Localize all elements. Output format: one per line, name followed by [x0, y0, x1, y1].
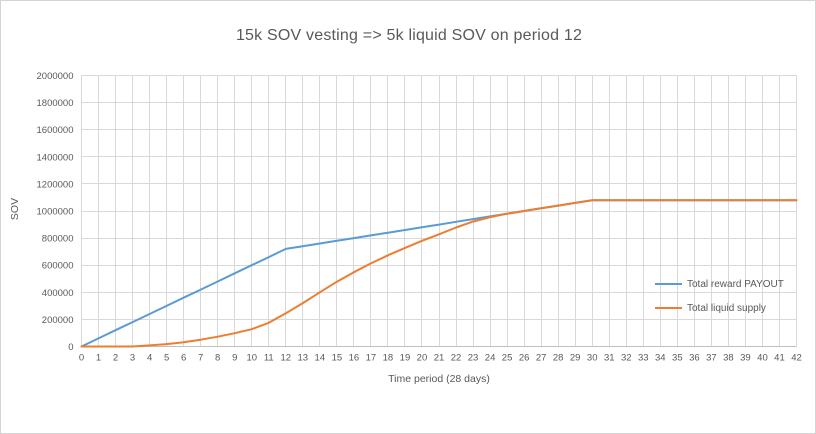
x-axis-title: Time period (28 days): [388, 373, 490, 385]
legend: Total reward PAYOUT Total liquid supply: [655, 277, 784, 315]
y-tick-label: 1000000: [37, 207, 74, 218]
y-tick-label: 800000: [42, 234, 74, 245]
y-tick-label: 200000: [42, 315, 74, 326]
y-tick-label: 0: [68, 342, 73, 353]
x-tick-label: 11: [264, 353, 274, 364]
x-tick-label: 23: [468, 353, 479, 364]
x-tick-label: 16: [349, 353, 360, 364]
x-tick-label: 38: [723, 353, 734, 364]
x-tick-label: 6: [181, 353, 186, 364]
x-tick-label: 0: [79, 353, 84, 364]
series-line-total-liquid-supply: [80, 199, 798, 348]
x-tick-label: 33: [638, 353, 649, 364]
x-tick-label: 22: [451, 353, 462, 364]
y-tick-label: 400000: [42, 288, 74, 299]
x-tick-label: 7: [198, 353, 203, 364]
y-tick-label: 1400000: [37, 152, 74, 163]
x-tick-label: 10: [246, 353, 257, 364]
x-tick-label: 37: [706, 353, 717, 364]
x-tick-label: 26: [519, 353, 530, 364]
horizontal-gridlines: [81, 75, 797, 320]
legend-item-total-reward-payout: Total reward PAYOUT: [655, 277, 784, 291]
y-tick-labels: 0 200000 400000 600000 800000 1000000 1200000 1…: [37, 71, 74, 353]
x-tick-label: 17: [366, 353, 377, 364]
x-tick-label: 24: [485, 353, 496, 364]
x-tick-label: 14: [315, 353, 326, 364]
x-tick-label: 1: [96, 353, 101, 364]
legend-label: Total reward PAYOUT: [687, 278, 784, 290]
y-tick-label: 1200000: [37, 179, 74, 190]
x-tick-label: 21: [434, 353, 445, 364]
x-tick-label: 5: [164, 353, 169, 364]
x-tick-labels: 0 1 2 3 4 5 6 7 8 9 10 11 12 13 14 15 16 17 18 19 20 21 22 23 24…: [79, 353, 802, 364]
x-tick-label: 4: [147, 353, 152, 364]
x-tick-label: 15: [332, 353, 343, 364]
x-tick-label: 12: [280, 353, 291, 364]
x-tick-label: 39: [740, 353, 751, 364]
x-tick-label: 30: [587, 353, 598, 364]
x-tick-label: 36: [689, 353, 700, 364]
y-tick-label: 1600000: [37, 125, 74, 136]
x-tick-label: 28: [553, 353, 564, 364]
x-tick-label: 40: [757, 353, 768, 364]
x-tick-label: 9: [232, 353, 237, 364]
x-tick-label: 3: [130, 353, 135, 364]
legend-label: Total liquid supply: [687, 302, 766, 314]
chart-title: 15k SOV vesting => 5k liquid SOV on peri…: [235, 27, 583, 44]
x-tick-label: 42: [791, 353, 802, 364]
x-tick-label: 20: [417, 353, 428, 364]
x-tick-label: 2: [113, 353, 118, 364]
x-tick-label: 35: [672, 353, 683, 364]
x-tick-label: 41: [774, 353, 785, 364]
legend-line-swatch: [655, 283, 682, 285]
x-tick-label: 34: [655, 353, 666, 364]
y-tick-label: 600000: [42, 261, 74, 272]
y-tick-label: 1800000: [37, 98, 74, 109]
x-tick-label: 18: [383, 353, 394, 364]
x-tick-label: 25: [502, 353, 513, 364]
legend-line-swatch: [655, 307, 682, 309]
x-tick-label: 8: [215, 353, 220, 364]
x-tick-label: 31: [604, 353, 615, 364]
x-tick-label: 13: [298, 353, 309, 364]
legend-item-total-liquid-supply: Total liquid supply: [655, 301, 784, 315]
x-tick-label: 29: [570, 353, 581, 364]
x-tick-label: 27: [536, 353, 547, 364]
x-tick-label: 19: [400, 353, 411, 364]
y-tick-label: 2000000: [37, 71, 74, 82]
x-tick-label: 32: [621, 353, 632, 364]
